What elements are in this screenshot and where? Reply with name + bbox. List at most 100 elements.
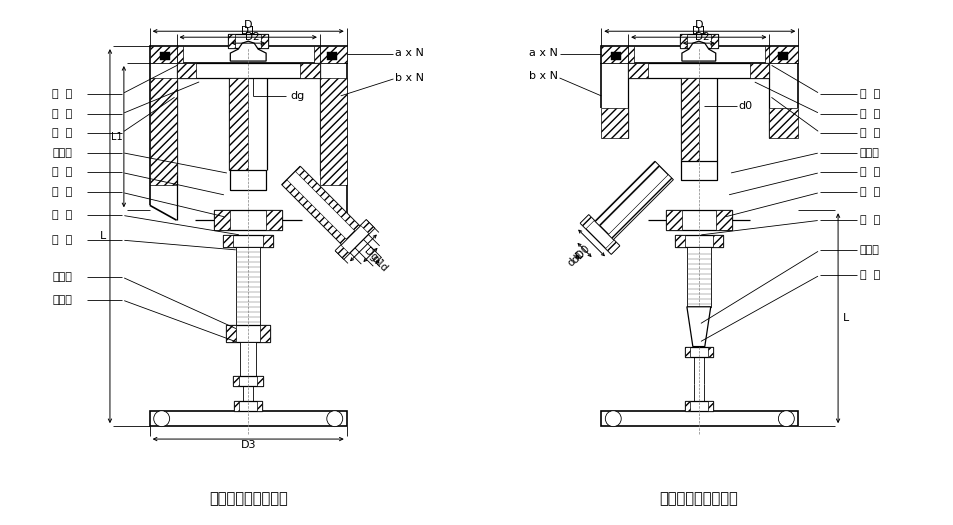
Polygon shape bbox=[595, 161, 659, 226]
Bar bbox=[261, 34, 268, 48]
Text: 大手轮: 大手轮 bbox=[52, 272, 72, 282]
Polygon shape bbox=[579, 215, 619, 254]
Bar bbox=[214, 211, 230, 230]
Bar bbox=[236, 247, 260, 324]
Text: 压  盖: 压 盖 bbox=[52, 167, 72, 177]
Bar bbox=[715, 211, 731, 230]
Text: 支  架: 支 架 bbox=[859, 187, 880, 197]
Text: 阀  芯: 阀 芯 bbox=[859, 109, 880, 119]
Bar bbox=[684, 346, 689, 356]
Bar bbox=[769, 108, 798, 138]
Bar bbox=[176, 63, 319, 78]
Bar bbox=[684, 401, 712, 411]
Bar bbox=[684, 401, 689, 411]
Bar bbox=[223, 235, 273, 247]
Circle shape bbox=[778, 411, 794, 427]
Text: 下展示放料阀结构图: 下展示放料阀结构图 bbox=[659, 491, 738, 506]
Polygon shape bbox=[230, 41, 266, 61]
Text: a x N: a x N bbox=[528, 48, 557, 58]
Bar bbox=[686, 247, 710, 307]
Polygon shape bbox=[595, 161, 673, 239]
Text: Dg: Dg bbox=[361, 246, 378, 264]
Text: 小手轮: 小手轮 bbox=[52, 295, 72, 305]
Polygon shape bbox=[579, 215, 594, 229]
Bar bbox=[600, 411, 798, 426]
Bar bbox=[233, 376, 263, 386]
Bar bbox=[627, 63, 647, 78]
Text: 密封圈: 密封圈 bbox=[52, 148, 72, 158]
Text: dg: dg bbox=[290, 91, 304, 101]
Bar bbox=[679, 34, 717, 48]
Bar bbox=[299, 63, 319, 78]
Polygon shape bbox=[294, 166, 359, 231]
Text: D0: D0 bbox=[574, 243, 591, 260]
Bar bbox=[257, 376, 263, 386]
Text: D2: D2 bbox=[245, 32, 259, 42]
Bar bbox=[229, 78, 248, 171]
Bar bbox=[226, 324, 236, 342]
Text: 阀  体: 阀 体 bbox=[52, 128, 72, 138]
Bar bbox=[150, 78, 176, 185]
Text: d1: d1 bbox=[569, 249, 585, 265]
Text: D1: D1 bbox=[241, 26, 255, 36]
Text: 螺  杆: 螺 杆 bbox=[859, 215, 880, 225]
Text: 密封圈: 密封圈 bbox=[859, 148, 879, 158]
Text: 孔  板: 孔 板 bbox=[52, 89, 72, 99]
Bar bbox=[707, 346, 712, 356]
Bar bbox=[665, 211, 681, 230]
Bar bbox=[257, 401, 262, 411]
Text: 支  架: 支 架 bbox=[52, 187, 72, 197]
Bar bbox=[707, 401, 712, 411]
Bar bbox=[233, 376, 239, 386]
Text: D: D bbox=[244, 20, 253, 30]
Bar bbox=[680, 161, 716, 181]
Bar bbox=[764, 46, 798, 63]
Polygon shape bbox=[608, 175, 673, 239]
Bar bbox=[176, 63, 196, 78]
Text: b x N: b x N bbox=[528, 71, 557, 81]
Text: 阀  体: 阀 体 bbox=[859, 128, 880, 138]
Bar bbox=[627, 63, 769, 78]
Bar bbox=[749, 63, 769, 78]
Bar bbox=[314, 46, 346, 63]
Text: 孔  板: 孔 板 bbox=[859, 89, 880, 99]
Text: 丝  杆: 丝 杆 bbox=[52, 210, 72, 220]
Bar bbox=[228, 34, 235, 48]
Polygon shape bbox=[335, 220, 375, 259]
Text: L: L bbox=[100, 231, 106, 241]
Bar bbox=[674, 235, 722, 247]
Bar bbox=[263, 235, 273, 247]
Circle shape bbox=[327, 411, 342, 427]
Text: L: L bbox=[842, 313, 848, 323]
Polygon shape bbox=[778, 52, 787, 60]
Bar bbox=[680, 78, 699, 161]
Polygon shape bbox=[681, 41, 715, 61]
Text: L1: L1 bbox=[111, 132, 123, 142]
Text: d: d bbox=[376, 262, 389, 274]
Bar bbox=[712, 235, 722, 247]
Text: D3: D3 bbox=[240, 440, 255, 450]
Bar bbox=[266, 211, 282, 230]
Bar bbox=[230, 171, 266, 191]
Polygon shape bbox=[360, 220, 375, 234]
Text: 阀  芯: 阀 芯 bbox=[52, 109, 72, 119]
Bar bbox=[674, 235, 684, 247]
Text: d1: d1 bbox=[369, 254, 385, 270]
Circle shape bbox=[153, 411, 170, 427]
Text: 大手轮: 大手轮 bbox=[859, 245, 879, 255]
Polygon shape bbox=[611, 52, 620, 60]
Text: d0: d0 bbox=[738, 101, 752, 111]
Polygon shape bbox=[327, 52, 336, 60]
Text: 阀  杆: 阀 杆 bbox=[52, 235, 72, 245]
Bar bbox=[223, 235, 233, 247]
Bar bbox=[260, 324, 270, 342]
Bar bbox=[600, 108, 627, 138]
Circle shape bbox=[605, 411, 620, 427]
Bar bbox=[230, 171, 266, 191]
Bar bbox=[684, 346, 712, 356]
Text: b x N: b x N bbox=[395, 73, 424, 83]
Bar bbox=[234, 401, 239, 411]
Bar bbox=[319, 78, 346, 185]
Bar bbox=[679, 34, 686, 48]
Text: d: d bbox=[565, 257, 578, 268]
